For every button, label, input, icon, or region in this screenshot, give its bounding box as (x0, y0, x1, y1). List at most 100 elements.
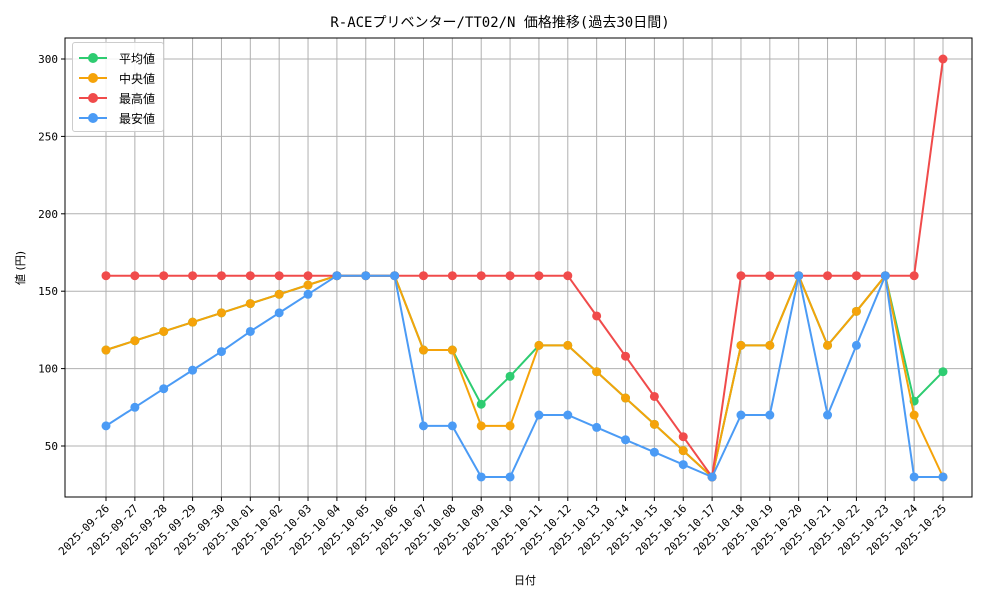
data-point (332, 271, 342, 281)
data-point (274, 289, 284, 299)
data-point (823, 340, 833, 350)
data-point (303, 289, 313, 299)
data-point (159, 271, 169, 281)
data-point (678, 446, 688, 456)
data-point (476, 399, 486, 409)
legend-label: 中央値 (119, 72, 156, 86)
data-point (678, 460, 688, 470)
x-axis: 2025-09-262025-09-272025-09-282025-09-29… (56, 497, 949, 558)
data-point (476, 421, 486, 431)
x-axis-label: 日付 (514, 574, 536, 587)
data-point (851, 340, 861, 350)
data-point (505, 371, 515, 381)
data-point (245, 326, 255, 336)
data-point (621, 393, 631, 403)
data-point (621, 351, 631, 361)
data-point (909, 271, 919, 281)
data-point (216, 271, 226, 281)
legend-label: 最安値 (119, 112, 156, 126)
legend-marker-icon (88, 93, 98, 103)
data-point (418, 345, 428, 355)
data-point (534, 340, 544, 350)
data-point (216, 308, 226, 318)
data-point (938, 472, 948, 482)
data-point (592, 422, 602, 432)
data-point (765, 410, 775, 420)
data-series (101, 54, 948, 482)
data-point (130, 336, 140, 346)
data-point (476, 472, 486, 482)
data-point (245, 271, 255, 281)
legend-item: 最高値 (79, 89, 163, 107)
y-tick-label: 100 (38, 363, 58, 376)
data-point (188, 317, 198, 327)
y-tick-label: 200 (38, 208, 58, 221)
y-tick-label: 300 (38, 53, 58, 66)
data-point (765, 271, 775, 281)
data-point (592, 367, 602, 377)
data-point (794, 271, 804, 281)
data-point (101, 345, 111, 355)
data-point (938, 54, 948, 64)
data-point (621, 435, 631, 445)
data-point (851, 306, 861, 316)
data-point (563, 340, 573, 350)
data-point (823, 271, 833, 281)
data-point (390, 271, 400, 281)
data-point (101, 421, 111, 431)
data-point (216, 347, 226, 357)
data-point (274, 308, 284, 318)
series-line (101, 271, 948, 482)
data-point (505, 271, 515, 281)
data-point (909, 472, 919, 482)
data-point (563, 271, 573, 281)
data-point (765, 340, 775, 350)
data-point (563, 410, 573, 420)
legend-item: 中央値 (79, 69, 163, 87)
y-axis-label: 値 (円) (14, 251, 27, 285)
data-point (736, 410, 746, 420)
data-point (447, 345, 457, 355)
data-point (130, 402, 140, 412)
data-point (736, 340, 746, 350)
data-point (534, 271, 544, 281)
series-line (101, 54, 948, 482)
data-point (592, 311, 602, 321)
data-point (649, 419, 659, 429)
data-point (505, 421, 515, 431)
data-point (476, 271, 486, 281)
data-point (707, 472, 717, 482)
legend-marker-icon (88, 73, 98, 83)
data-point (909, 410, 919, 420)
data-point (101, 271, 111, 281)
y-tick-label: 150 (38, 285, 58, 298)
legend-label: 平均値 (119, 52, 156, 66)
data-point (188, 365, 198, 375)
chart-title: R-ACEプリベンター/TT02/N 価格推移(過去30日間) (330, 15, 670, 31)
data-point (678, 432, 688, 442)
legend-marker-icon (88, 113, 98, 123)
data-point (880, 271, 890, 281)
grid-lines (65, 38, 972, 497)
legend-label: 最高値 (119, 92, 156, 106)
data-point (274, 271, 284, 281)
legend-item: 平均値 (79, 49, 163, 67)
data-point (361, 271, 371, 281)
y-tick-label: 250 (38, 130, 58, 143)
data-point (159, 384, 169, 394)
legend-marker-icon (88, 53, 98, 63)
legend-item: 最安値 (79, 109, 163, 127)
data-point (303, 280, 313, 290)
data-point (736, 271, 746, 281)
plot-frame (64, 37, 973, 498)
data-point (418, 271, 428, 281)
data-point (418, 421, 428, 431)
data-point (851, 271, 861, 281)
data-point (188, 271, 198, 281)
data-point (649, 447, 659, 457)
data-point (447, 421, 457, 431)
data-point (130, 271, 140, 281)
legend: 平均値中央値最高値最安値 (72, 42, 164, 132)
data-point (245, 299, 255, 309)
